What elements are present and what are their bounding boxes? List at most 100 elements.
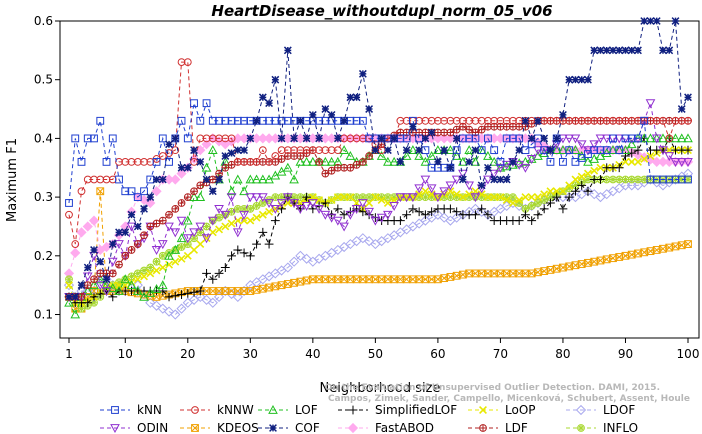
legend-marker-cof bbox=[269, 424, 277, 432]
point-knn bbox=[665, 175, 674, 184]
point-odin bbox=[107, 257, 118, 267]
point-odin bbox=[207, 216, 218, 226]
point-knn bbox=[677, 175, 686, 184]
point-cof bbox=[684, 93, 692, 102]
y-axis-label: Maximum F1 bbox=[5, 138, 20, 222]
point-ldof bbox=[157, 303, 168, 314]
point-loop bbox=[565, 181, 574, 190]
legend-label-knnw: kNNW bbox=[217, 403, 254, 417]
legend-marker-kdeos bbox=[191, 424, 199, 432]
point-lof bbox=[120, 274, 131, 284]
point-cof bbox=[396, 157, 405, 166]
point-lof bbox=[414, 150, 424, 160]
point-cof bbox=[158, 175, 167, 184]
point-knn bbox=[140, 187, 148, 196]
point-simplifiedlof bbox=[546, 198, 555, 208]
point-loop bbox=[246, 216, 255, 225]
point-loop bbox=[140, 272, 148, 281]
point-knnw bbox=[609, 116, 617, 125]
point-cof bbox=[471, 146, 480, 155]
point-simplifiedlof bbox=[95, 289, 105, 299]
point-kdeos bbox=[627, 250, 636, 259]
point-ldof bbox=[357, 233, 368, 244]
point-knnw bbox=[296, 146, 305, 155]
point-simplifiedlof bbox=[277, 204, 286, 214]
point-lof bbox=[89, 280, 99, 290]
point-cof bbox=[502, 175, 511, 184]
point-lof bbox=[308, 156, 318, 166]
point-ldf bbox=[227, 160, 236, 169]
point-loop bbox=[65, 281, 73, 290]
point-knnw bbox=[671, 116, 680, 125]
point-kdeos bbox=[433, 275, 442, 284]
point-lof bbox=[420, 156, 431, 166]
point-lof bbox=[389, 156, 399, 166]
point-knnw bbox=[421, 116, 430, 125]
point-kdeos bbox=[258, 284, 267, 293]
point-knnw bbox=[133, 157, 142, 166]
point-odin bbox=[245, 193, 256, 203]
point-cof bbox=[240, 146, 249, 155]
point-knn bbox=[240, 116, 248, 125]
point-knn bbox=[659, 175, 667, 184]
point-fastabod bbox=[170, 174, 181, 185]
point-odin bbox=[376, 213, 387, 223]
point-knn bbox=[684, 175, 692, 184]
point-kdeos bbox=[271, 282, 280, 291]
point-lof bbox=[483, 150, 493, 160]
point-knn bbox=[634, 134, 642, 143]
point-simplifiedlof bbox=[227, 251, 236, 261]
point-ldf bbox=[477, 125, 486, 134]
point-loop bbox=[146, 269, 155, 278]
point-fastabod bbox=[151, 186, 162, 197]
point-knnw bbox=[652, 116, 661, 125]
point-knn bbox=[590, 146, 599, 155]
point-loop bbox=[377, 196, 386, 205]
point-cof bbox=[221, 152, 230, 160]
legend-marker-inflo bbox=[577, 424, 585, 432]
point-kdeos bbox=[233, 287, 242, 295]
point-odin bbox=[195, 222, 206, 232]
point-cof bbox=[296, 116, 305, 125]
point-knnw bbox=[396, 116, 405, 125]
point-lof bbox=[658, 133, 668, 143]
point-cof bbox=[258, 93, 267, 102]
point-loop bbox=[158, 263, 167, 272]
point-ldf bbox=[121, 251, 130, 260]
point-lof bbox=[170, 244, 181, 254]
point-kdeos bbox=[383, 275, 392, 284]
point-ldf bbox=[165, 210, 173, 219]
point-odin bbox=[558, 134, 568, 144]
point-simplifiedlof bbox=[583, 186, 593, 196]
point-odin bbox=[614, 134, 625, 144]
point-kdeos bbox=[534, 268, 542, 277]
point-knn bbox=[471, 134, 480, 143]
point-kdeos bbox=[440, 274, 449, 283]
point-loop bbox=[240, 216, 249, 225]
point-odin bbox=[433, 193, 443, 203]
point-simplifiedlof bbox=[202, 269, 211, 278]
point-cof bbox=[177, 163, 186, 172]
point-knnw bbox=[158, 152, 167, 160]
point-cof bbox=[121, 228, 130, 237]
point-knnw bbox=[83, 175, 92, 184]
point-lof bbox=[383, 156, 393, 166]
point-knnw bbox=[446, 116, 455, 125]
point-odin bbox=[301, 202, 312, 211]
point-kdeos bbox=[652, 246, 661, 254]
point-kdeos bbox=[408, 275, 417, 284]
point-simplifiedlof bbox=[452, 207, 462, 217]
point-odin bbox=[670, 157, 681, 167]
point-odin bbox=[651, 134, 662, 144]
point-knn bbox=[77, 157, 86, 166]
point-odin bbox=[201, 234, 212, 244]
y-tick-label: 0.5 bbox=[34, 73, 53, 87]
point-cof bbox=[340, 116, 349, 125]
point-knn bbox=[65, 199, 73, 207]
point-kdeos bbox=[296, 277, 305, 286]
point-loop bbox=[177, 254, 186, 263]
point-knn bbox=[202, 99, 211, 108]
point-knnw bbox=[252, 157, 261, 166]
point-knn bbox=[621, 134, 630, 143]
point-cof bbox=[127, 210, 136, 219]
